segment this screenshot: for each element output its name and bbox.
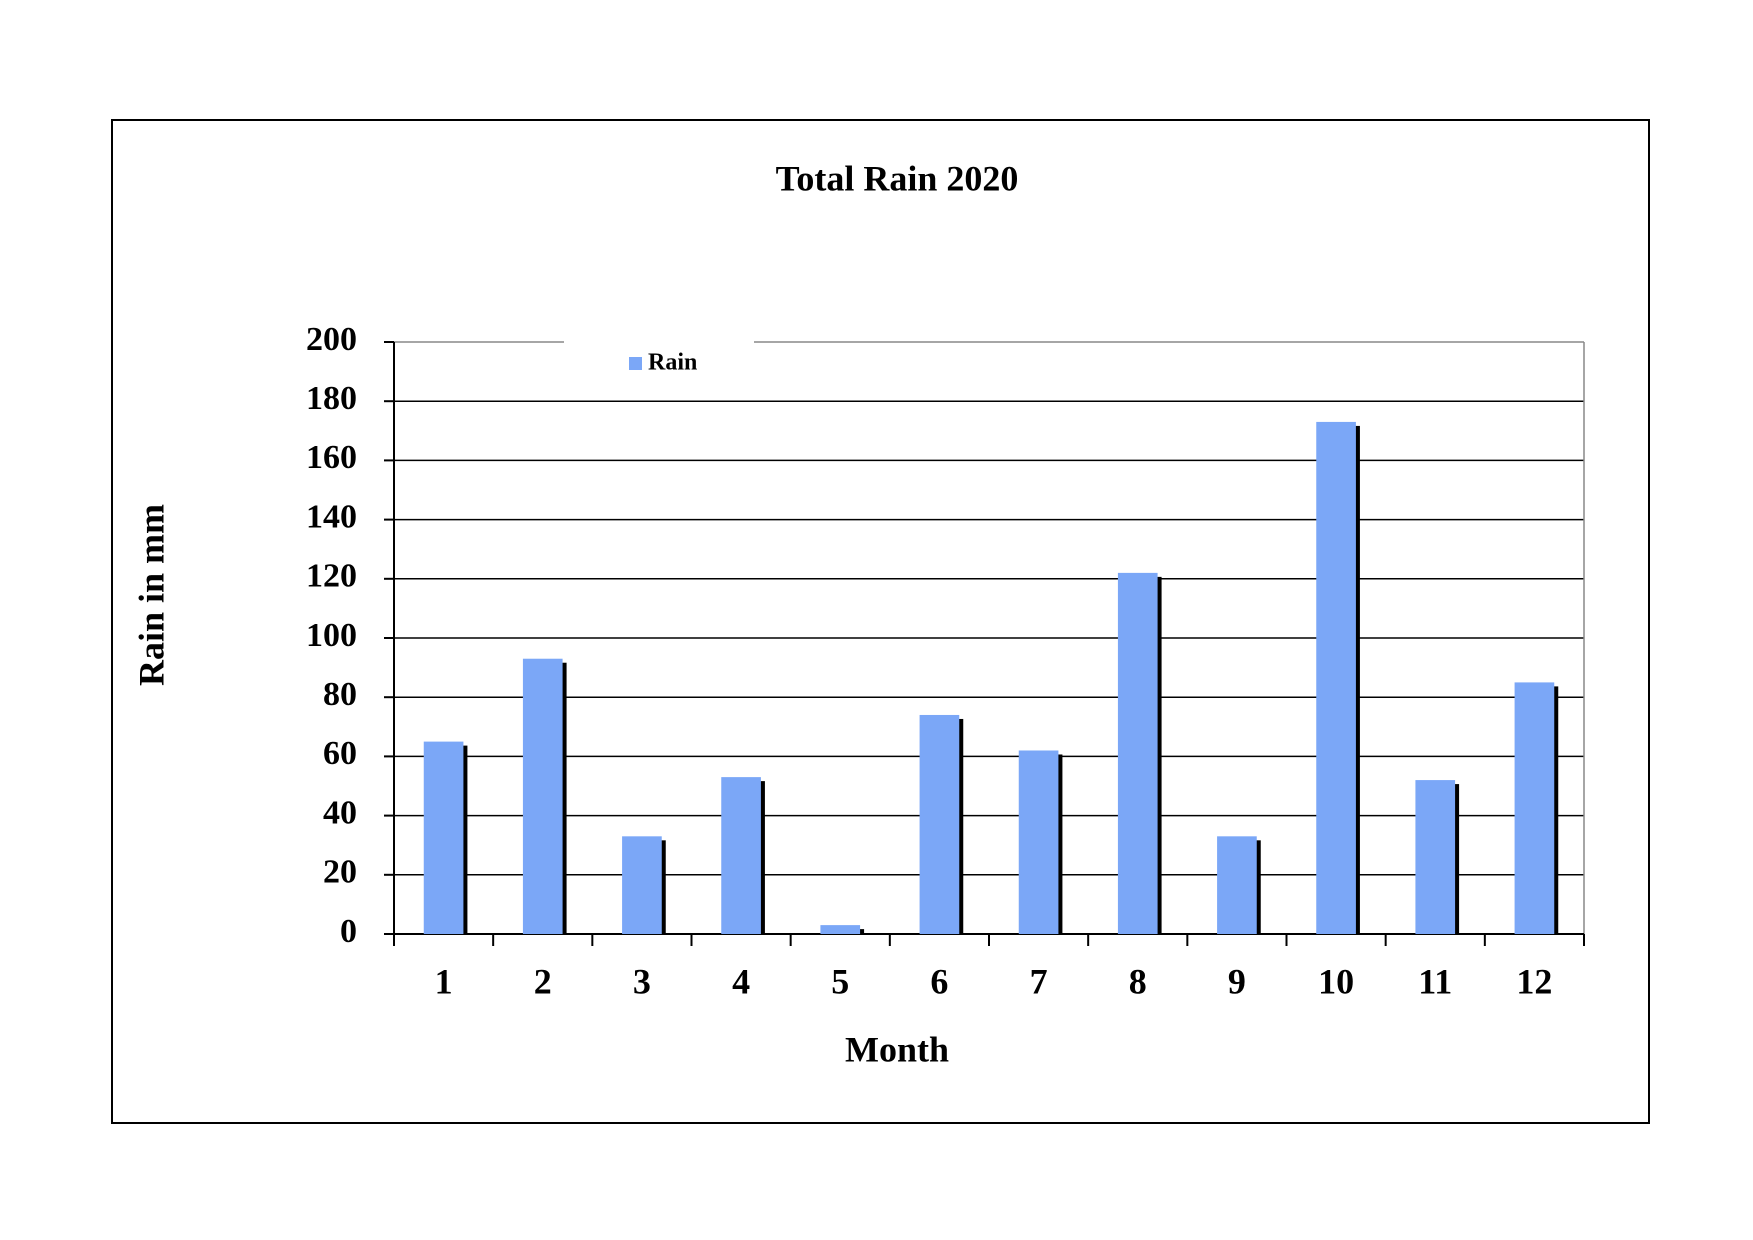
y-tick-label: 180 [306, 380, 357, 417]
bar [919, 714, 960, 934]
bar [622, 836, 662, 934]
legend-swatch [629, 357, 642, 370]
x-tick-label: 9 [1228, 961, 1246, 1001]
y-tick-label: 140 [306, 498, 357, 535]
y-tick-label: 80 [323, 676, 357, 713]
y-tick-label: 20 [323, 854, 357, 891]
x-tick-label: 5 [831, 961, 849, 1001]
bar [1117, 572, 1158, 934]
x-tick-label: 4 [732, 961, 750, 1001]
y-tick-label: 60 [323, 735, 357, 772]
y-tick-label: 200 [306, 321, 357, 358]
bar [423, 741, 464, 934]
x-tick-label: 2 [534, 961, 552, 1001]
y-tick-label: 160 [306, 439, 357, 476]
bar [1018, 750, 1059, 934]
x-tick-label: 11 [1418, 961, 1452, 1001]
x-tick-label: 6 [930, 961, 948, 1001]
y-axis-label: Rain in mm [131, 504, 171, 686]
x-tick-label: 3 [633, 961, 651, 1001]
legend-label: Rain [648, 350, 697, 376]
x-tick-label: 8 [1129, 961, 1147, 1001]
bar [1316, 421, 1356, 934]
bar [820, 925, 861, 934]
x-tick-label: 12 [1516, 961, 1552, 1001]
y-tick-label: 100 [306, 617, 357, 654]
x-tick-label: 7 [1030, 961, 1048, 1001]
y-tick-label: 120 [306, 558, 357, 595]
bar [721, 777, 761, 934]
y-tick-label: 40 [323, 794, 357, 831]
x-axis-label: Month [845, 1029, 949, 1069]
chart-title: Total Rain 2020 [776, 158, 1019, 198]
x-tick-label: 10 [1318, 961, 1354, 1001]
bar [522, 658, 563, 934]
bar [1514, 682, 1555, 934]
y-tick-label: 0 [340, 913, 357, 950]
x-tick-label: 1 [435, 961, 453, 1001]
chart-frame [111, 119, 1650, 1124]
bar [1415, 780, 1456, 934]
bar [1217, 836, 1257, 934]
